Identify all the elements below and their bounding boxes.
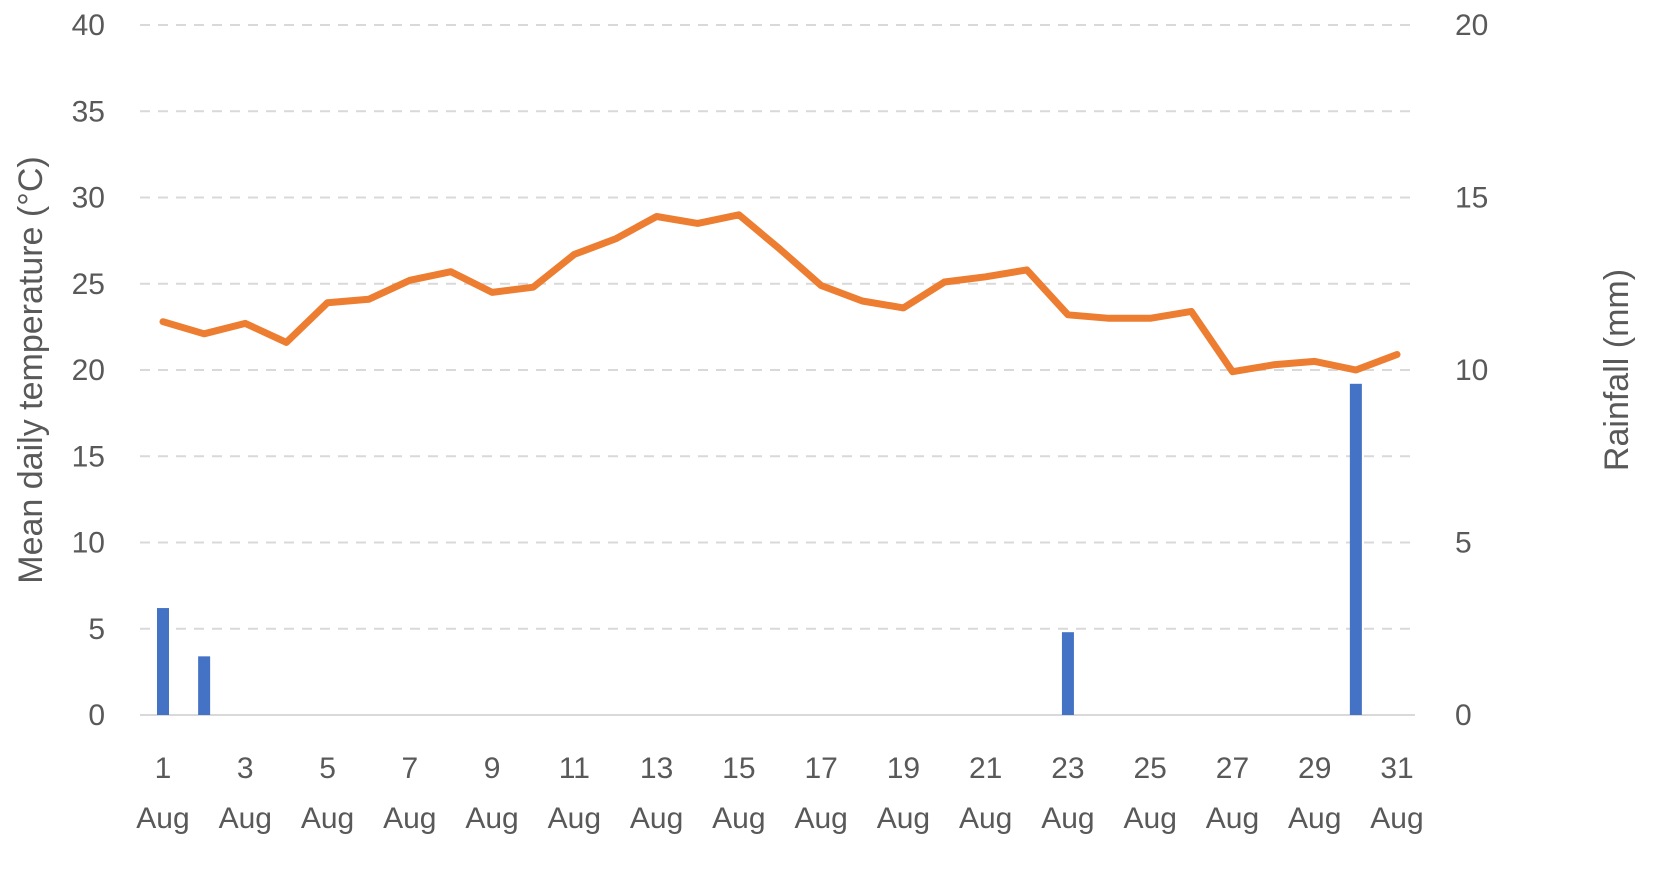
y-right-tick-label: 20: [1455, 9, 1488, 42]
x-tick-label: 25: [1134, 752, 1167, 785]
rainfall-bars: [157, 383, 1362, 715]
x-tick-label-month: Aug: [1206, 802, 1259, 835]
x-tick-label-month: Aug: [630, 802, 683, 835]
x-tick-label-month: Aug: [712, 802, 765, 835]
x-tick-label-month: Aug: [1288, 802, 1341, 835]
x-tick-label: 5: [319, 752, 336, 785]
x-tick-label: 3: [237, 752, 254, 785]
x-tick-label: 9: [484, 752, 501, 785]
y-left-tick-label: 30: [72, 182, 105, 215]
x-tick-label: 11: [559, 752, 590, 785]
x-tick-label-month: Aug: [1370, 802, 1423, 835]
y-left-tick-label: 40: [72, 9, 105, 42]
x-tick-label-month: Aug: [136, 802, 189, 835]
x-tick-label: 23: [1051, 752, 1084, 785]
x-tick-label: 15: [722, 752, 755, 785]
y-left-tick-label: 0: [88, 699, 105, 732]
x-tick-label: 7: [401, 752, 418, 785]
x-tick-label: 31: [1380, 752, 1413, 785]
x-tick-label-month: Aug: [794, 802, 847, 835]
x-tick-label: 13: [640, 752, 673, 785]
temperature-line-layer: [159, 211, 1401, 376]
x-tick-label-month: Aug: [1041, 802, 1094, 835]
x-tick-label: 27: [1216, 752, 1249, 785]
x-tick-label: 21: [969, 752, 1002, 785]
y-left-tick-label: 15: [72, 440, 105, 473]
y-left-tick-label: 35: [72, 95, 105, 128]
x-tick-label: 17: [804, 752, 837, 785]
x-tick-label-month: Aug: [301, 802, 354, 835]
y-right-tick-label: 15: [1455, 182, 1488, 215]
x-tick-label-month: Aug: [877, 802, 930, 835]
y-left-tick-label: 25: [72, 268, 105, 301]
right-axis-ticks: 0 5 10 15 20: [1455, 9, 1488, 732]
y-left-tick-label: 10: [72, 527, 105, 560]
x-tick-label: 1: [155, 752, 172, 785]
y-axis-right-title: Rainfall (mm): [1598, 269, 1636, 471]
x-tick-label-month: Aug: [959, 802, 1012, 835]
y-right-tick-label: 10: [1455, 354, 1488, 387]
gridlines: [140, 24, 1415, 716]
y-right-tick-label: 0: [1455, 699, 1472, 732]
rainfall-bar: [198, 656, 211, 715]
rainfall-bar: [1061, 632, 1074, 715]
x-tick-label-month: Aug: [1124, 802, 1177, 835]
x-tick-label-month: Aug: [465, 802, 518, 835]
y-left-tick-label: 20: [72, 354, 105, 387]
x-tick-label: 29: [1298, 752, 1331, 785]
y-left-tick-label: 5: [88, 613, 105, 646]
x-tick-label-month: Aug: [548, 802, 601, 835]
rainfall-bar: [1349, 383, 1362, 715]
x-tick-label-month: Aug: [219, 802, 272, 835]
y-right-tick-label: 5: [1455, 527, 1472, 560]
x-axis-ticks: 1 Aug 3 Aug 5 Aug 7 Aug 9 Aug 11 Aug 13 Aug 15 Aug 17 Aug…: [136, 752, 1423, 835]
left-axis-ticks: 0 5 10 15 20 25 30 35 40: [72, 9, 105, 732]
x-tick-label-month: Aug: [383, 802, 436, 835]
x-tick-label: 19: [887, 752, 920, 785]
temperature-line: [159, 211, 1401, 376]
rainfall-bar: [157, 608, 169, 715]
y-axis-left-title: Mean daily temperature (°C): [12, 156, 50, 583]
